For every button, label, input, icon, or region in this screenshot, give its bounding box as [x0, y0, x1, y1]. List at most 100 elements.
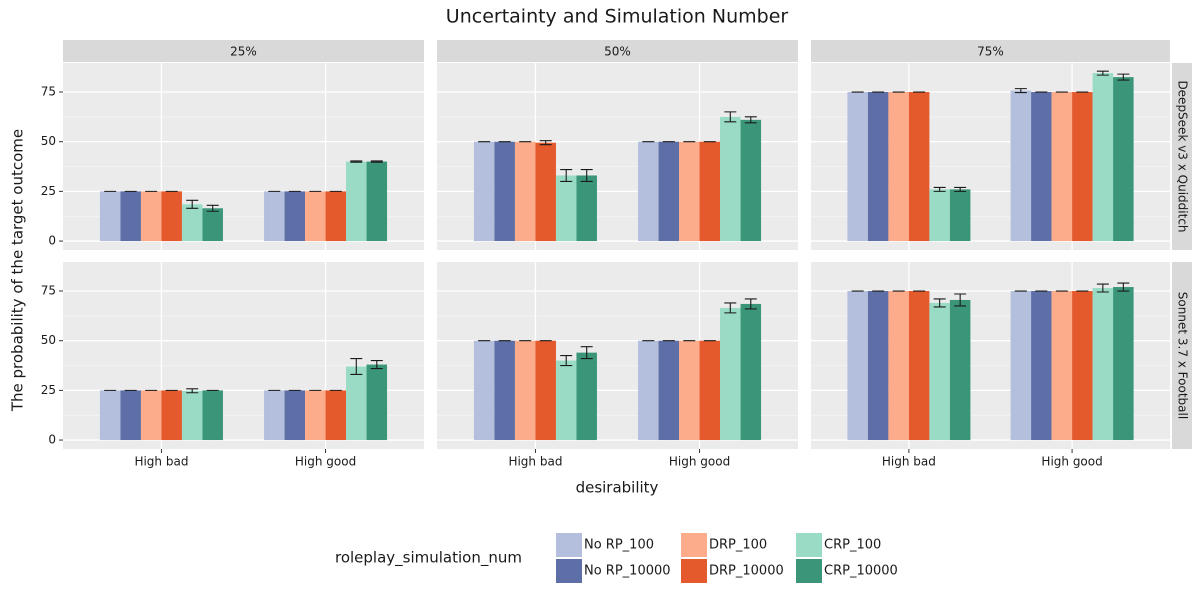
error-bar [370, 160, 383, 163]
bar [949, 299, 971, 441]
y-tick-label: 50 [41, 333, 56, 347]
bar [658, 141, 680, 242]
bar [366, 161, 388, 242]
bar [284, 390, 306, 441]
bar [161, 390, 182, 441]
legend-title: roleplay_simulation_num [335, 549, 522, 568]
legend-label: CRP_100 [824, 538, 881, 553]
error-bar [370, 360, 383, 370]
y-tick-label: 25 [41, 383, 56, 397]
bar [679, 141, 700, 242]
bar [1031, 291, 1052, 441]
bar [576, 175, 597, 242]
y-tick-label: 25 [41, 184, 56, 198]
bar [847, 291, 868, 441]
column-label: 25% [230, 45, 257, 59]
bar [264, 390, 285, 441]
bar [120, 390, 141, 441]
error-bar [954, 186, 967, 192]
y-axis-label: The probability of the target outcome [9, 129, 27, 412]
error-bar [206, 204, 219, 212]
bar [1092, 288, 1114, 441]
column-label: 50% [604, 45, 631, 59]
bar [740, 119, 762, 242]
error-bar [1096, 283, 1109, 293]
bar [202, 208, 223, 242]
x-tick-label: High good [295, 455, 356, 469]
error-bar [560, 168, 573, 182]
bar [867, 92, 889, 242]
error-bar [1096, 70, 1109, 76]
error-bar [724, 302, 737, 314]
bar [1051, 92, 1073, 242]
error-bar [186, 388, 199, 394]
error-bar [744, 116, 757, 124]
strip [437, 40, 798, 62]
x-tick-label: High bad [134, 455, 188, 469]
error-bar [933, 298, 946, 308]
bar [1010, 291, 1032, 441]
bar [576, 352, 597, 441]
bar [720, 116, 741, 242]
bar [161, 191, 182, 242]
bar [867, 291, 889, 441]
bar [514, 340, 536, 441]
bar [929, 302, 950, 441]
bar [888, 291, 909, 441]
error-bar [560, 355, 573, 367]
bar [638, 141, 659, 242]
bar [1113, 77, 1134, 242]
bar [514, 141, 536, 242]
bar [305, 191, 326, 242]
strip [811, 40, 1170, 62]
legend-key [796, 533, 822, 557]
bar [1051, 291, 1073, 441]
bar [366, 364, 388, 441]
bar [346, 161, 367, 242]
error-bar [744, 298, 757, 310]
bar [181, 390, 203, 441]
strip [1172, 262, 1192, 449]
bar [325, 390, 347, 441]
legend-label: CRP_10000 [824, 564, 898, 579]
bar [679, 340, 700, 441]
bar [120, 191, 141, 242]
bar [305, 390, 326, 441]
x-tick-label: High good [669, 455, 730, 469]
bar [1092, 73, 1114, 242]
x-tick-label: High good [1041, 455, 1102, 469]
bar [325, 191, 347, 242]
legend-label: DRP_100 [709, 538, 767, 553]
y-tick-label: 75 [41, 85, 56, 99]
legend-key [681, 533, 707, 557]
bar [720, 307, 741, 441]
bar [847, 92, 868, 242]
bar [99, 390, 121, 441]
error-bar [580, 168, 593, 182]
y-tick-label: 0 [48, 433, 56, 447]
bar [202, 390, 223, 441]
error-bar [724, 111, 737, 123]
error-bar [350, 160, 363, 163]
error-bar [933, 186, 946, 192]
bar [658, 340, 680, 441]
bar [140, 390, 162, 441]
bar [949, 189, 971, 242]
bar [699, 340, 721, 441]
y-tick-label: 75 [41, 284, 56, 298]
column-label: 75% [977, 45, 1004, 59]
bar [99, 191, 121, 242]
bar [1072, 291, 1093, 441]
bar [699, 141, 721, 242]
row-label: Sonnet 3.7 x Football [1176, 292, 1190, 419]
bar [264, 191, 285, 242]
strip [63, 40, 424, 62]
bar [346, 366, 367, 441]
bar [888, 92, 909, 242]
legend-label: No RP_10000 [584, 564, 671, 579]
error-bar [186, 199, 199, 209]
bar [284, 191, 306, 242]
error-bar [1117, 282, 1130, 292]
x-axis-label: desirability [576, 479, 659, 497]
legend-label: No RP_100 [584, 538, 654, 553]
